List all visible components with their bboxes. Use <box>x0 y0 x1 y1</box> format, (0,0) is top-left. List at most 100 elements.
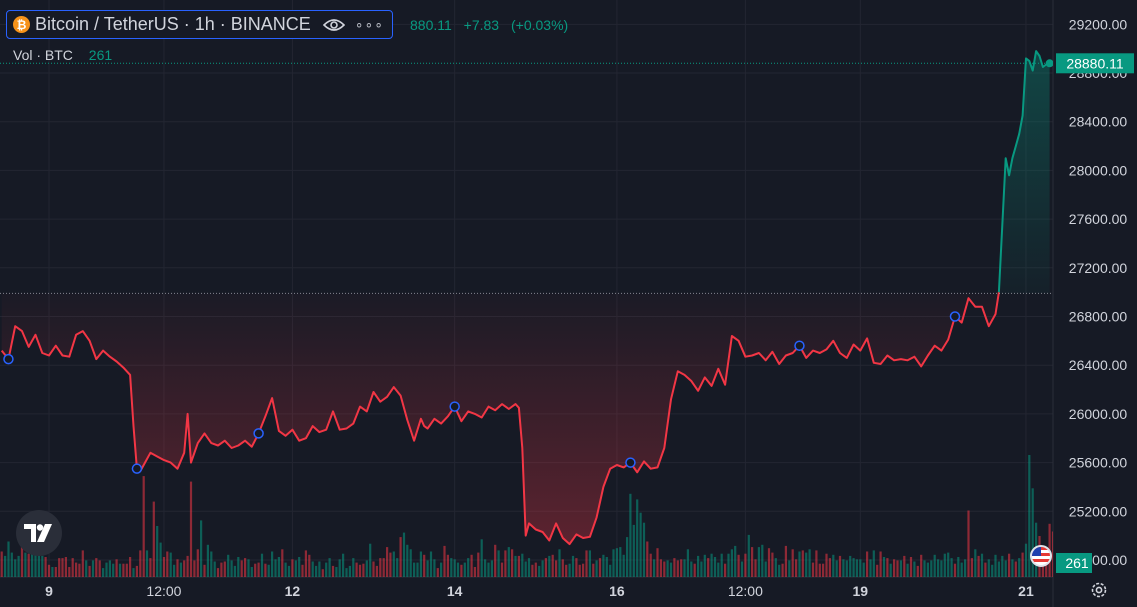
volume-bar <box>51 567 54 577</box>
volume-bar <box>680 559 683 577</box>
volume-bar <box>118 563 122 577</box>
volume-bar <box>220 562 223 577</box>
event-marker[interactable] <box>253 428 264 439</box>
volume-bar <box>805 552 808 577</box>
volume-bar <box>521 553 524 577</box>
price-line-above-baseline <box>997 50 1050 293</box>
volume-bar <box>139 550 142 577</box>
volume-bar <box>1051 531 1053 577</box>
time-axis[interactable]: 9 12:00 12 14 16 12:00 19 21 <box>45 583 1034 599</box>
volume-bar <box>75 562 78 577</box>
last-volume-badge <box>1056 553 1092 573</box>
volume-bar <box>85 560 88 577</box>
volume-bar <box>916 565 919 577</box>
settings-gear-icon[interactable] <box>1089 580 1109 600</box>
volume-bar <box>933 554 936 577</box>
volume-bar <box>690 561 693 577</box>
volume-bar <box>460 564 463 577</box>
volume-bar <box>703 554 706 577</box>
volume-legend[interactable]: Vol · BTC 261 <box>13 47 112 63</box>
volume-bar <box>923 560 926 577</box>
event-marker[interactable] <box>131 463 143 474</box>
time-tick-label: 12:00 <box>146 583 181 599</box>
volume-bar <box>697 555 700 577</box>
volume-bar <box>20 547 24 577</box>
volume-bar <box>582 563 585 577</box>
volume-bar <box>862 562 865 577</box>
volume-bar <box>328 558 331 577</box>
volume-bar <box>872 550 875 577</box>
price-tick-label: 28400.00 <box>1069 114 1128 130</box>
eye-icon[interactable] <box>322 18 345 32</box>
volume-bar <box>244 558 247 577</box>
volume-bar <box>440 562 443 577</box>
volume-bar <box>386 547 389 577</box>
volume-bar <box>957 557 960 577</box>
event-marker[interactable] <box>3 353 14 365</box>
volume-bar <box>1028 455 1031 577</box>
volume-bar <box>720 553 723 577</box>
volume-bar <box>396 558 399 577</box>
volume-bar <box>882 557 886 577</box>
volume-bar <box>517 555 520 577</box>
volume-bar <box>47 564 51 577</box>
volume-bar <box>642 522 646 577</box>
volume-bar <box>68 567 71 577</box>
price-tick-label: 26000.00 <box>1069 406 1128 422</box>
volume-bar <box>122 563 125 577</box>
volume-bar <box>747 534 750 577</box>
symbol-header[interactable]: ₿ Bitcoin / TetherUS · 1h · BINANCE ∘∘∘ <box>6 10 394 39</box>
volume-bar <box>852 558 855 577</box>
volume-bar <box>223 561 226 577</box>
volume-bar <box>497 550 500 577</box>
volume-bar <box>294 560 297 577</box>
volume-bar <box>534 562 537 577</box>
volume-bar <box>321 569 324 577</box>
volume-bar <box>304 550 307 577</box>
volume-legend-label: Vol · BTC <box>13 47 73 63</box>
event-marker[interactable] <box>949 311 961 322</box>
volume-bar <box>338 559 341 577</box>
volume-bar <box>98 560 101 577</box>
volume-bar <box>156 526 159 577</box>
event-marker[interactable] <box>449 401 460 412</box>
volume-bar <box>1001 555 1004 577</box>
volume-bar <box>524 561 527 577</box>
volume-bar <box>889 563 892 577</box>
volume-bar <box>426 560 429 577</box>
volume-bar <box>1014 561 1017 577</box>
volume-bar <box>710 553 713 577</box>
volume-bar <box>666 560 669 577</box>
volume-bar <box>964 559 967 577</box>
event-marker[interactable] <box>625 457 636 468</box>
volume-bar <box>233 565 236 577</box>
quote-readout: 880.11 +7.83 (+0.03%) <box>410 17 576 33</box>
volume-bar <box>362 563 365 577</box>
event-marker[interactable] <box>794 340 805 351</box>
volume-bar <box>24 552 27 577</box>
volume-bar <box>967 510 970 577</box>
volume-bar <box>815 550 818 577</box>
volume-bar <box>683 559 686 577</box>
volume-bar <box>247 559 250 577</box>
symbol-title[interactable]: Bitcoin / TetherUS · 1h · BINANCE <box>35 14 311 34</box>
price-tick-label: 26800.00 <box>1069 308 1128 324</box>
tradingview-logo[interactable] <box>16 510 62 556</box>
volume-bar <box>257 562 260 577</box>
volume-bar <box>950 558 953 577</box>
volume-bar <box>663 561 666 577</box>
us-flag-icon[interactable] <box>1030 545 1052 567</box>
volume-bar <box>58 558 61 577</box>
more-options-icon[interactable]: ∘∘∘ <box>354 16 385 32</box>
quote-change: +7.83 <box>463 17 500 33</box>
volume-bar <box>372 561 375 577</box>
volume-bar <box>81 550 84 577</box>
volume-bar <box>179 562 182 577</box>
volume-bar <box>544 558 547 577</box>
volume-bar <box>487 562 490 577</box>
volume-bar <box>811 562 815 577</box>
last-price-label: 28880.11 <box>1066 55 1124 71</box>
price-axis[interactable]: 29200.0028800.0028400.0028000.0027600.00… <box>1056 16 1134 573</box>
volume-bar <box>561 559 564 577</box>
